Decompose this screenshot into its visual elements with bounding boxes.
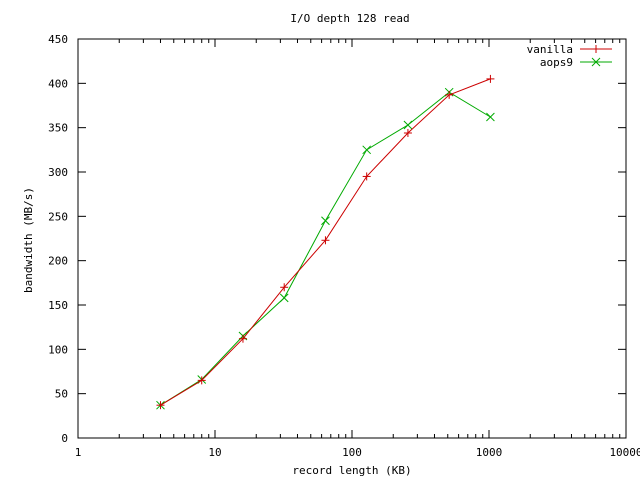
y-tick-label: 250 bbox=[48, 210, 68, 223]
x-tick-label: 10000 bbox=[609, 446, 640, 459]
data-point-aops9 bbox=[279, 293, 289, 303]
chart-title: I/O depth 128 read bbox=[290, 12, 409, 25]
x-tick-label: 100 bbox=[342, 446, 362, 459]
y-axis-label: bandwidth (MB/s) bbox=[22, 187, 35, 293]
y-tick-label: 400 bbox=[48, 77, 68, 90]
x-axis: 1 10 100 1000 10000 bbox=[75, 39, 640, 459]
data-point-vanilla bbox=[197, 376, 206, 385]
legend-marker-aops9 bbox=[591, 57, 601, 67]
data-point-vanilla bbox=[156, 401, 165, 410]
legend-label-vanilla: vanilla bbox=[527, 43, 573, 56]
data-point-aops9 bbox=[362, 145, 372, 155]
y-tick-label: 350 bbox=[48, 122, 68, 135]
y-tick-label: 300 bbox=[48, 166, 68, 179]
y-tick-label: 0 bbox=[61, 432, 68, 445]
y-tick-label: 200 bbox=[48, 255, 68, 268]
x-tick-label: 1000 bbox=[476, 446, 503, 459]
data-point-vanilla bbox=[486, 74, 495, 83]
y-tick-label: 100 bbox=[48, 343, 68, 356]
series-line-aops9 bbox=[160, 91, 491, 406]
x-tick-label: 1 bbox=[75, 446, 82, 459]
y-axis: 0 50 100 150 200 250 300 350 400 450 bbox=[48, 33, 626, 445]
data-point-vanilla bbox=[362, 172, 371, 181]
data-point-aops9 bbox=[403, 120, 413, 130]
legend-marker-vanilla bbox=[592, 45, 600, 53]
series-layer bbox=[156, 74, 495, 410]
data-point-vanilla bbox=[445, 90, 454, 99]
data-point-vanilla bbox=[280, 283, 289, 292]
data-point-vanilla bbox=[238, 334, 247, 343]
x-axis-label: record length (KB) bbox=[292, 464, 411, 477]
plot-frame bbox=[77, 38, 627, 439]
y-tick-label: 150 bbox=[48, 299, 68, 312]
data-point-vanilla bbox=[321, 236, 330, 245]
x-tick-label: 10 bbox=[208, 446, 221, 459]
y-tick-label: 450 bbox=[48, 33, 68, 46]
y-tick-label: 50 bbox=[55, 388, 68, 401]
legend-label-aops9: aops9 bbox=[540, 56, 573, 69]
data-point-aops9 bbox=[321, 216, 330, 226]
data-point-vanilla bbox=[403, 128, 412, 137]
data-point-aops9 bbox=[486, 112, 495, 122]
